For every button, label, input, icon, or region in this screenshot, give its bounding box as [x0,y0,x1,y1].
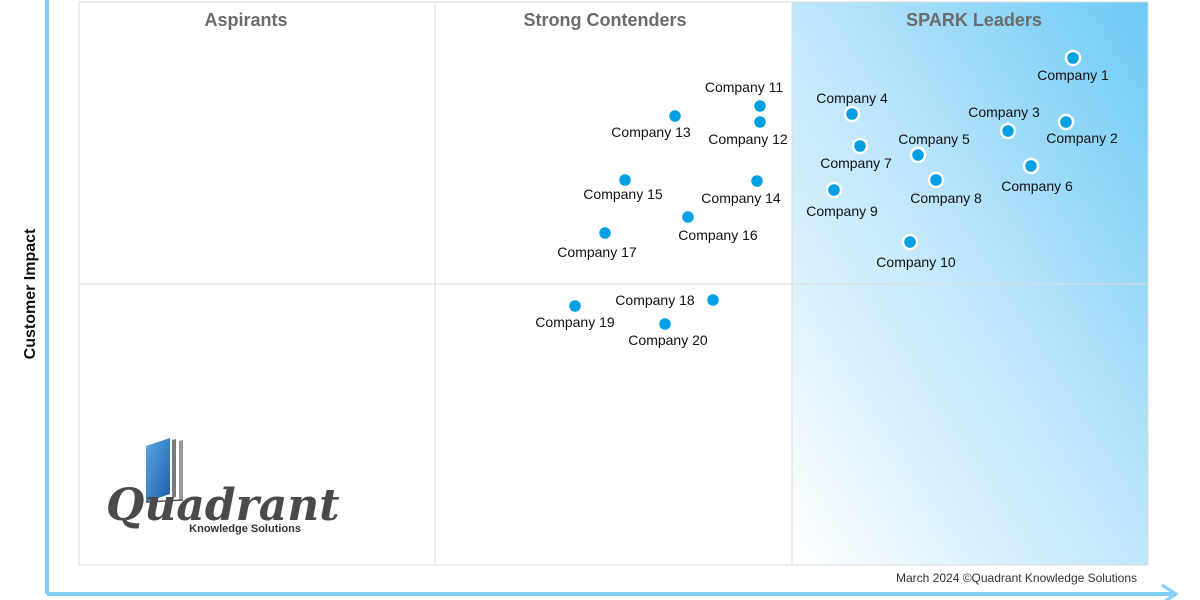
data-point-label: Company 12 [708,131,788,147]
data-points: Company 1 Company 2 Company 3 Company 4 Comp… [535,49,1118,348]
data-point-marker [1022,157,1040,175]
data-point-label: Company 20 [628,332,708,348]
data-point-label: Company 3 [968,104,1040,120]
data-point-label: Company 18 [615,292,695,308]
data-point-marker [927,171,945,189]
data-point-label: Company 14 [701,190,781,206]
data-point: Company 16 [678,208,758,243]
data-point-label: Company 7 [820,155,892,171]
data-point-marker [656,315,674,333]
data-point-marker [999,122,1017,140]
chart-axes [45,0,1179,600]
data-point: Company 5 [898,131,970,164]
data-point-label: Company 4 [816,90,888,106]
data-point: Company 1 [1037,49,1109,83]
footer-copyright: March 2024 ©Quadrant Knowledge Solutions [896,571,1137,585]
data-point-marker [843,105,861,123]
data-point-label: Company 1 [1037,67,1109,83]
data-point: Company 9 [806,181,878,219]
data-point-label: Company 11 [705,79,784,95]
data-point-marker [666,107,684,125]
data-point: Company 4 [816,90,888,123]
quadrant-grid [78,1,1149,566]
y-axis-label: Customer Impact [22,228,39,359]
data-point-marker [825,181,843,199]
data-point: Company 3 [968,104,1040,140]
data-point: Company 7 [820,137,892,171]
data-point-label: Company 8 [910,190,982,206]
data-point-marker [1057,113,1075,131]
data-point-marker [751,97,769,115]
data-point-label: Company 13 [611,124,691,140]
logo-tagline: Knowledge Solutions [189,523,301,535]
data-point: Company 14 [701,172,781,206]
logo-wordmark: Quadrant [106,480,340,531]
data-point-marker [566,297,584,315]
data-point-marker [909,146,927,164]
data-point-marker [901,233,919,251]
data-point: Company 6 [1001,157,1073,194]
data-point-marker [751,113,769,131]
quadrant-title-aspirants: Aspirants [204,10,287,30]
data-point: Company 15 [583,171,663,202]
data-point: Company 8 [910,171,982,206]
data-point: Company 11 [705,79,784,115]
data-point: Company 20 [628,315,708,348]
data-point: Company 13 [611,107,691,140]
data-point-label: Company 10 [876,254,956,270]
data-point: Company 17 [557,224,637,260]
data-point-marker [679,208,697,226]
book-icon [145,438,184,503]
data-point-label: Company 6 [1001,178,1073,194]
data-point: Company 18 [615,291,722,309]
data-point-marker [616,171,634,189]
data-point-label: Company 16 [678,227,758,243]
quadrant-title-strong-contenders: Strong Contenders [523,10,686,30]
quadrant-title-spark-leaders: SPARK Leaders [906,10,1042,30]
quadrant-logo: Quadrant Knowledge Solutions [106,438,340,535]
data-point-label: Company 5 [898,131,970,147]
data-point-label: Company 15 [583,186,663,202]
data-point-label: Company 2 [1046,130,1118,146]
data-point: Company 12 [708,113,788,147]
data-point: Company 2 [1046,113,1118,146]
data-point-marker [748,172,766,190]
data-point: Company 10 [876,233,956,270]
data-point-marker [1064,49,1082,67]
data-point-label: Company 9 [806,203,878,219]
data-point-marker [704,291,722,309]
data-point-marker [851,137,869,155]
data-point: Company 19 [535,297,615,330]
data-point-label: Company 17 [557,244,637,260]
data-point-label: Company 19 [535,314,615,330]
data-point-marker [596,224,614,242]
